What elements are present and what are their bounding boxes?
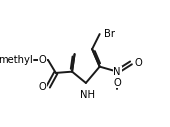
Text: O: O [113,78,121,88]
Text: Br: Br [104,29,115,39]
Text: O: O [38,82,46,92]
Text: methyl: methyl [0,55,33,65]
Text: NH: NH [80,90,95,100]
Text: O: O [134,58,142,68]
Text: O: O [38,55,46,65]
Text: N: N [113,67,121,77]
